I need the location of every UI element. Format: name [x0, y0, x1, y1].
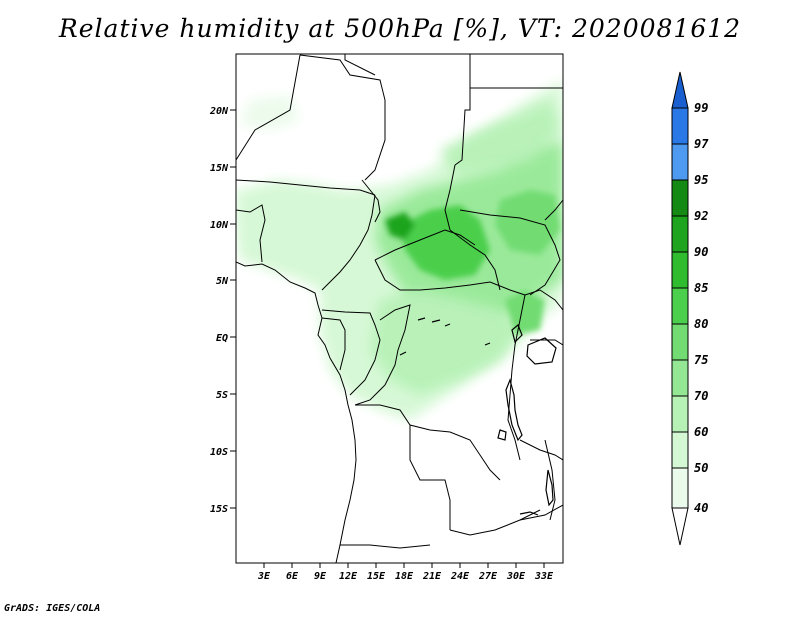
lon-label: 3E [257, 571, 271, 582]
lon-label: 27E [478, 571, 498, 582]
border-cameroon-congo [321, 309, 381, 396]
humidity-core-car [400, 205, 490, 280]
lake-kariba [519, 511, 539, 516]
border-libya-sudan [454, 54, 471, 166]
colorbar-segment [671, 395, 689, 433]
lat-label: EQ [216, 333, 228, 344]
border-chad-sudan [444, 164, 501, 291]
river-congo-marks [399, 317, 491, 356]
borders [236, 54, 563, 563]
lat-label: 5S [216, 390, 228, 401]
humidity-core-cameroon [385, 212, 415, 240]
colorbar-label: 92 [694, 209, 708, 223]
colorbar-segment [671, 287, 689, 325]
lat-label: 15S [210, 504, 228, 515]
lon-label: 6E [286, 571, 299, 582]
humidity-core-east [495, 190, 560, 255]
colorbar-label: 97 [694, 137, 709, 151]
colorbar [671, 71, 689, 546]
border-chad-north [299, 54, 386, 181]
lon-label: 21E [422, 571, 442, 582]
border-algeria-libya [344, 54, 376, 76]
colorbar-label: 75 [694, 353, 708, 367]
lon-label: 15E [367, 571, 386, 582]
colorbar-segment [671, 251, 689, 289]
colorbar-label: 60 [694, 425, 708, 439]
colorbar-top-arrow [671, 71, 689, 109]
border-drc-angola [355, 404, 501, 481]
border-malawi [544, 439, 556, 521]
border-gabon [321, 317, 346, 371]
lat-label: 10S [210, 447, 228, 458]
colorbar-label: 80 [694, 317, 708, 331]
lake-albert [511, 324, 523, 344]
lon-label: 30E [506, 571, 526, 582]
colorbar-label: 90 [694, 245, 708, 259]
colorbar-label: 99 [694, 101, 708, 115]
colorbar-label: 70 [694, 389, 708, 403]
lake-mweru [497, 429, 507, 441]
border-car-drc [374, 259, 526, 296]
colorbar-label: 50 [694, 461, 708, 475]
lon-label: 18E [395, 571, 414, 582]
lat-label: 10N [210, 220, 229, 231]
border-south-sudan [459, 209, 561, 296]
border-angola-namibia [340, 544, 431, 549]
border-tanzania [530, 339, 563, 346]
humidity-area-north-dots [240, 95, 300, 130]
lake-victoria [526, 337, 557, 365]
border-ethiopia [544, 199, 563, 221]
border-mozambique [519, 504, 563, 521]
lat-label: 5N [216, 276, 229, 287]
grads-credit: GrADS: IGES/COLA [4, 603, 101, 614]
colorbar-segment [671, 179, 689, 217]
latitude-axis [230, 109, 236, 509]
colorbar-bottom-arrow [671, 507, 689, 546]
chart-title: Relative humidity at 500hPa [%], VT: 202… [58, 14, 742, 43]
lon-label: 33E [534, 571, 554, 582]
colorbar-segment [671, 359, 689, 397]
border-nigeria-cameroon [321, 194, 376, 291]
border-west-africa [236, 204, 266, 263]
colorbar-segment [671, 467, 689, 509]
border-drc-west [354, 304, 411, 406]
lakes [399, 317, 557, 516]
border-chad-car [374, 229, 476, 261]
colorbar-segment [671, 215, 689, 253]
border-zambia-south [449, 509, 541, 536]
border-mali-niger [236, 54, 301, 161]
humidity-area-sudan [440, 100, 560, 175]
border-lake-chad [361, 179, 381, 223]
lake-malawi [545, 469, 554, 507]
lat-label: 20N [209, 106, 229, 117]
longitude-axis [263, 563, 545, 568]
colorbar-segment [671, 107, 689, 145]
border-niger-nigeria [236, 179, 376, 196]
lon-label: 24E [450, 571, 470, 582]
colorbar-segment [671, 143, 689, 181]
lon-label: 12E [339, 571, 358, 582]
border-angola-zambia [409, 425, 451, 530]
humidity-core-uganda [505, 290, 545, 335]
border-zambia-tanzania [519, 439, 563, 461]
humidity-area-west [240, 180, 360, 245]
map-frame [235, 53, 564, 564]
colorbar-label: 85 [694, 281, 708, 295]
lake-tanganyika [505, 378, 523, 442]
border-kenya-uganda [524, 289, 563, 311]
colorbar-segment [671, 323, 689, 361]
colorbar-label: 95 [694, 173, 708, 187]
colorbar-label: 40 [694, 501, 708, 515]
humidity-field [236, 80, 563, 420]
lat-label: 15N [210, 163, 229, 174]
coastline-west [236, 261, 357, 563]
lon-label: 9E [314, 571, 327, 582]
colorbar-segment [671, 431, 689, 469]
